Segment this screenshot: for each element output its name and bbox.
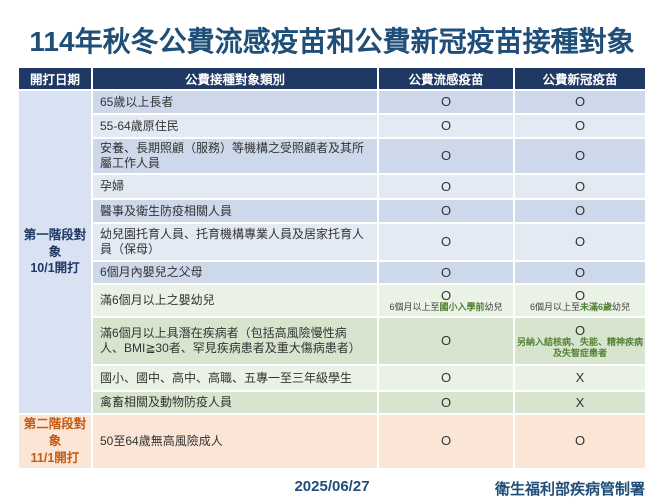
flu-mark: O: [379, 366, 513, 390]
table-row: 禽畜相關及動物防疫人員 O X: [19, 392, 645, 413]
covid-mark: O: [515, 91, 645, 113]
covid-mark: X: [515, 366, 645, 390]
footer-date: 2025/06/27: [294, 477, 370, 495]
covid-mark-with-note: O 6個月以上至未滿6歲幼兒: [515, 285, 645, 316]
flu-mark: O: [379, 139, 513, 173]
covid-mark-with-note: O 另納入結核病、失能、精神疾病及失智症患者: [515, 318, 645, 364]
flu-mark: O: [379, 415, 513, 468]
header-covid-vaccine: 公費新冠疫苗: [515, 68, 645, 89]
header-flu-vaccine: 公費流感疫苗: [379, 68, 513, 89]
covid-mark: O: [515, 139, 645, 173]
covid-mark: O: [574, 287, 586, 303]
flu-mark: O: [440, 287, 452, 303]
covid-mark: X: [515, 392, 645, 413]
flu-mark: O: [379, 200, 513, 222]
category-cell: 國小、國中、高中、高職、五專一至三年級學生: [93, 366, 377, 390]
table-row: 安養、長期照顧（服務）等機構之受照顧者及其所屬工作人員 O O: [19, 139, 645, 173]
table-row: 第二階段對象 11/1開打 50至64歲無高風險成人 O O: [19, 415, 645, 468]
covid-note: 6個月以上至未滿6歲幼兒: [529, 302, 631, 313]
page-title: 114年秋冬公費流感疫苗和公費新冠疫苗接種對象: [29, 26, 635, 57]
covid-mark: O: [515, 224, 645, 260]
flu-mark: O: [379, 224, 513, 260]
category-cell: 醫事及衛生防疫相關人員: [93, 200, 377, 222]
table-row: 醫事及衛生防疫相關人員 O O: [19, 200, 645, 222]
header-category: 公費接種對象類別: [93, 68, 377, 89]
category-cell: 孕婦: [93, 175, 377, 198]
category-cell: 幼兒園托育人員、托育機構專業人員及居家托育人員（保母）: [93, 224, 377, 260]
covid-mark: O: [574, 322, 586, 338]
category-cell: 6個月內嬰兒之父母: [93, 262, 377, 283]
covid-mark: O: [515, 175, 645, 198]
table-row: 國小、國中、高中、高職、五專一至三年級學生 O X: [19, 366, 645, 390]
flu-mark: O: [379, 262, 513, 283]
stage1-label-line2: 10/1開打: [30, 261, 80, 276]
covid-mark: O: [515, 200, 645, 222]
header-start-date: 開打日期: [19, 68, 91, 89]
vaccine-table: 開打日期 公費接種對象類別 公費流感疫苗 公費新冠疫苗 第一階段對象 10/1開…: [17, 66, 647, 470]
stage2-label: 第二階段對象 11/1開打: [19, 415, 91, 468]
flu-mark: O: [379, 318, 513, 364]
flu-mark: O: [379, 115, 513, 137]
category-cell: 滿6個月以上之嬰幼兒: [93, 285, 377, 316]
flu-mark: O: [379, 91, 513, 113]
table-header-row: 開打日期 公費接種對象類別 公費流感疫苗 公費新冠疫苗: [19, 68, 645, 89]
table-row: 孕婦 O O: [19, 175, 645, 198]
stage2-label-line1: 第二階段對象: [23, 417, 87, 448]
flu-mark-with-note: O 6個月以上至國小入學前幼兒: [379, 285, 513, 316]
flu-note: 6個月以上至國小入學前幼兒: [389, 302, 503, 313]
category-cell: 50至64歲無高風險成人: [93, 415, 377, 468]
category-cell: 安養、長期照顧（服務）等機構之受照顧者及其所屬工作人員: [93, 139, 377, 173]
table-row: 6個月內嬰兒之父母 O O: [19, 262, 645, 283]
footer: 2025/06/27 衛生福利部疾病管制署: [17, 478, 647, 498]
stage1-label: 第一階段對象 10/1開打: [19, 91, 91, 413]
category-cell: 65歲以上長者: [93, 91, 377, 113]
covid-mark: O: [515, 115, 645, 137]
category-cell: 滿6個月以上具潛在疾病者（包括高風險慢性病人、BMI≧30者、罕見疾病患者及重大…: [93, 318, 377, 364]
category-cell: 禽畜相關及動物防疫人員: [93, 392, 377, 413]
table-row: 滿6個月以上具潛在疾病者（包括高風險慢性病人、BMI≧30者、罕見疾病患者及重大…: [19, 318, 645, 364]
table-row: 滿6個月以上之嬰幼兒 O 6個月以上至國小入學前幼兒 O 6個月以上至未滿6歲幼…: [19, 285, 645, 316]
covid-note: 另納入結核病、失能、精神疾病及失智症患者: [517, 337, 644, 358]
covid-mark: O: [515, 262, 645, 283]
covid-mark: O: [515, 415, 645, 468]
flu-mark: O: [379, 392, 513, 413]
flu-mark: O: [379, 175, 513, 198]
table-row: 第一階段對象 10/1開打 65歲以上長者 O O: [19, 91, 645, 413]
stage2-label-line2: 11/1開打: [30, 450, 80, 465]
footer-agency: 衛生福利部疾病管制署: [494, 480, 645, 498]
stage1-label-line1: 第一階段對象: [23, 227, 87, 259]
table-row: 55-64歲原住民 O O: [19, 115, 645, 137]
table-row: 幼兒園托育人員、托育機構專業人員及居家托育人員（保母） O O: [19, 224, 645, 260]
category-cell: 55-64歲原住民: [93, 115, 377, 137]
